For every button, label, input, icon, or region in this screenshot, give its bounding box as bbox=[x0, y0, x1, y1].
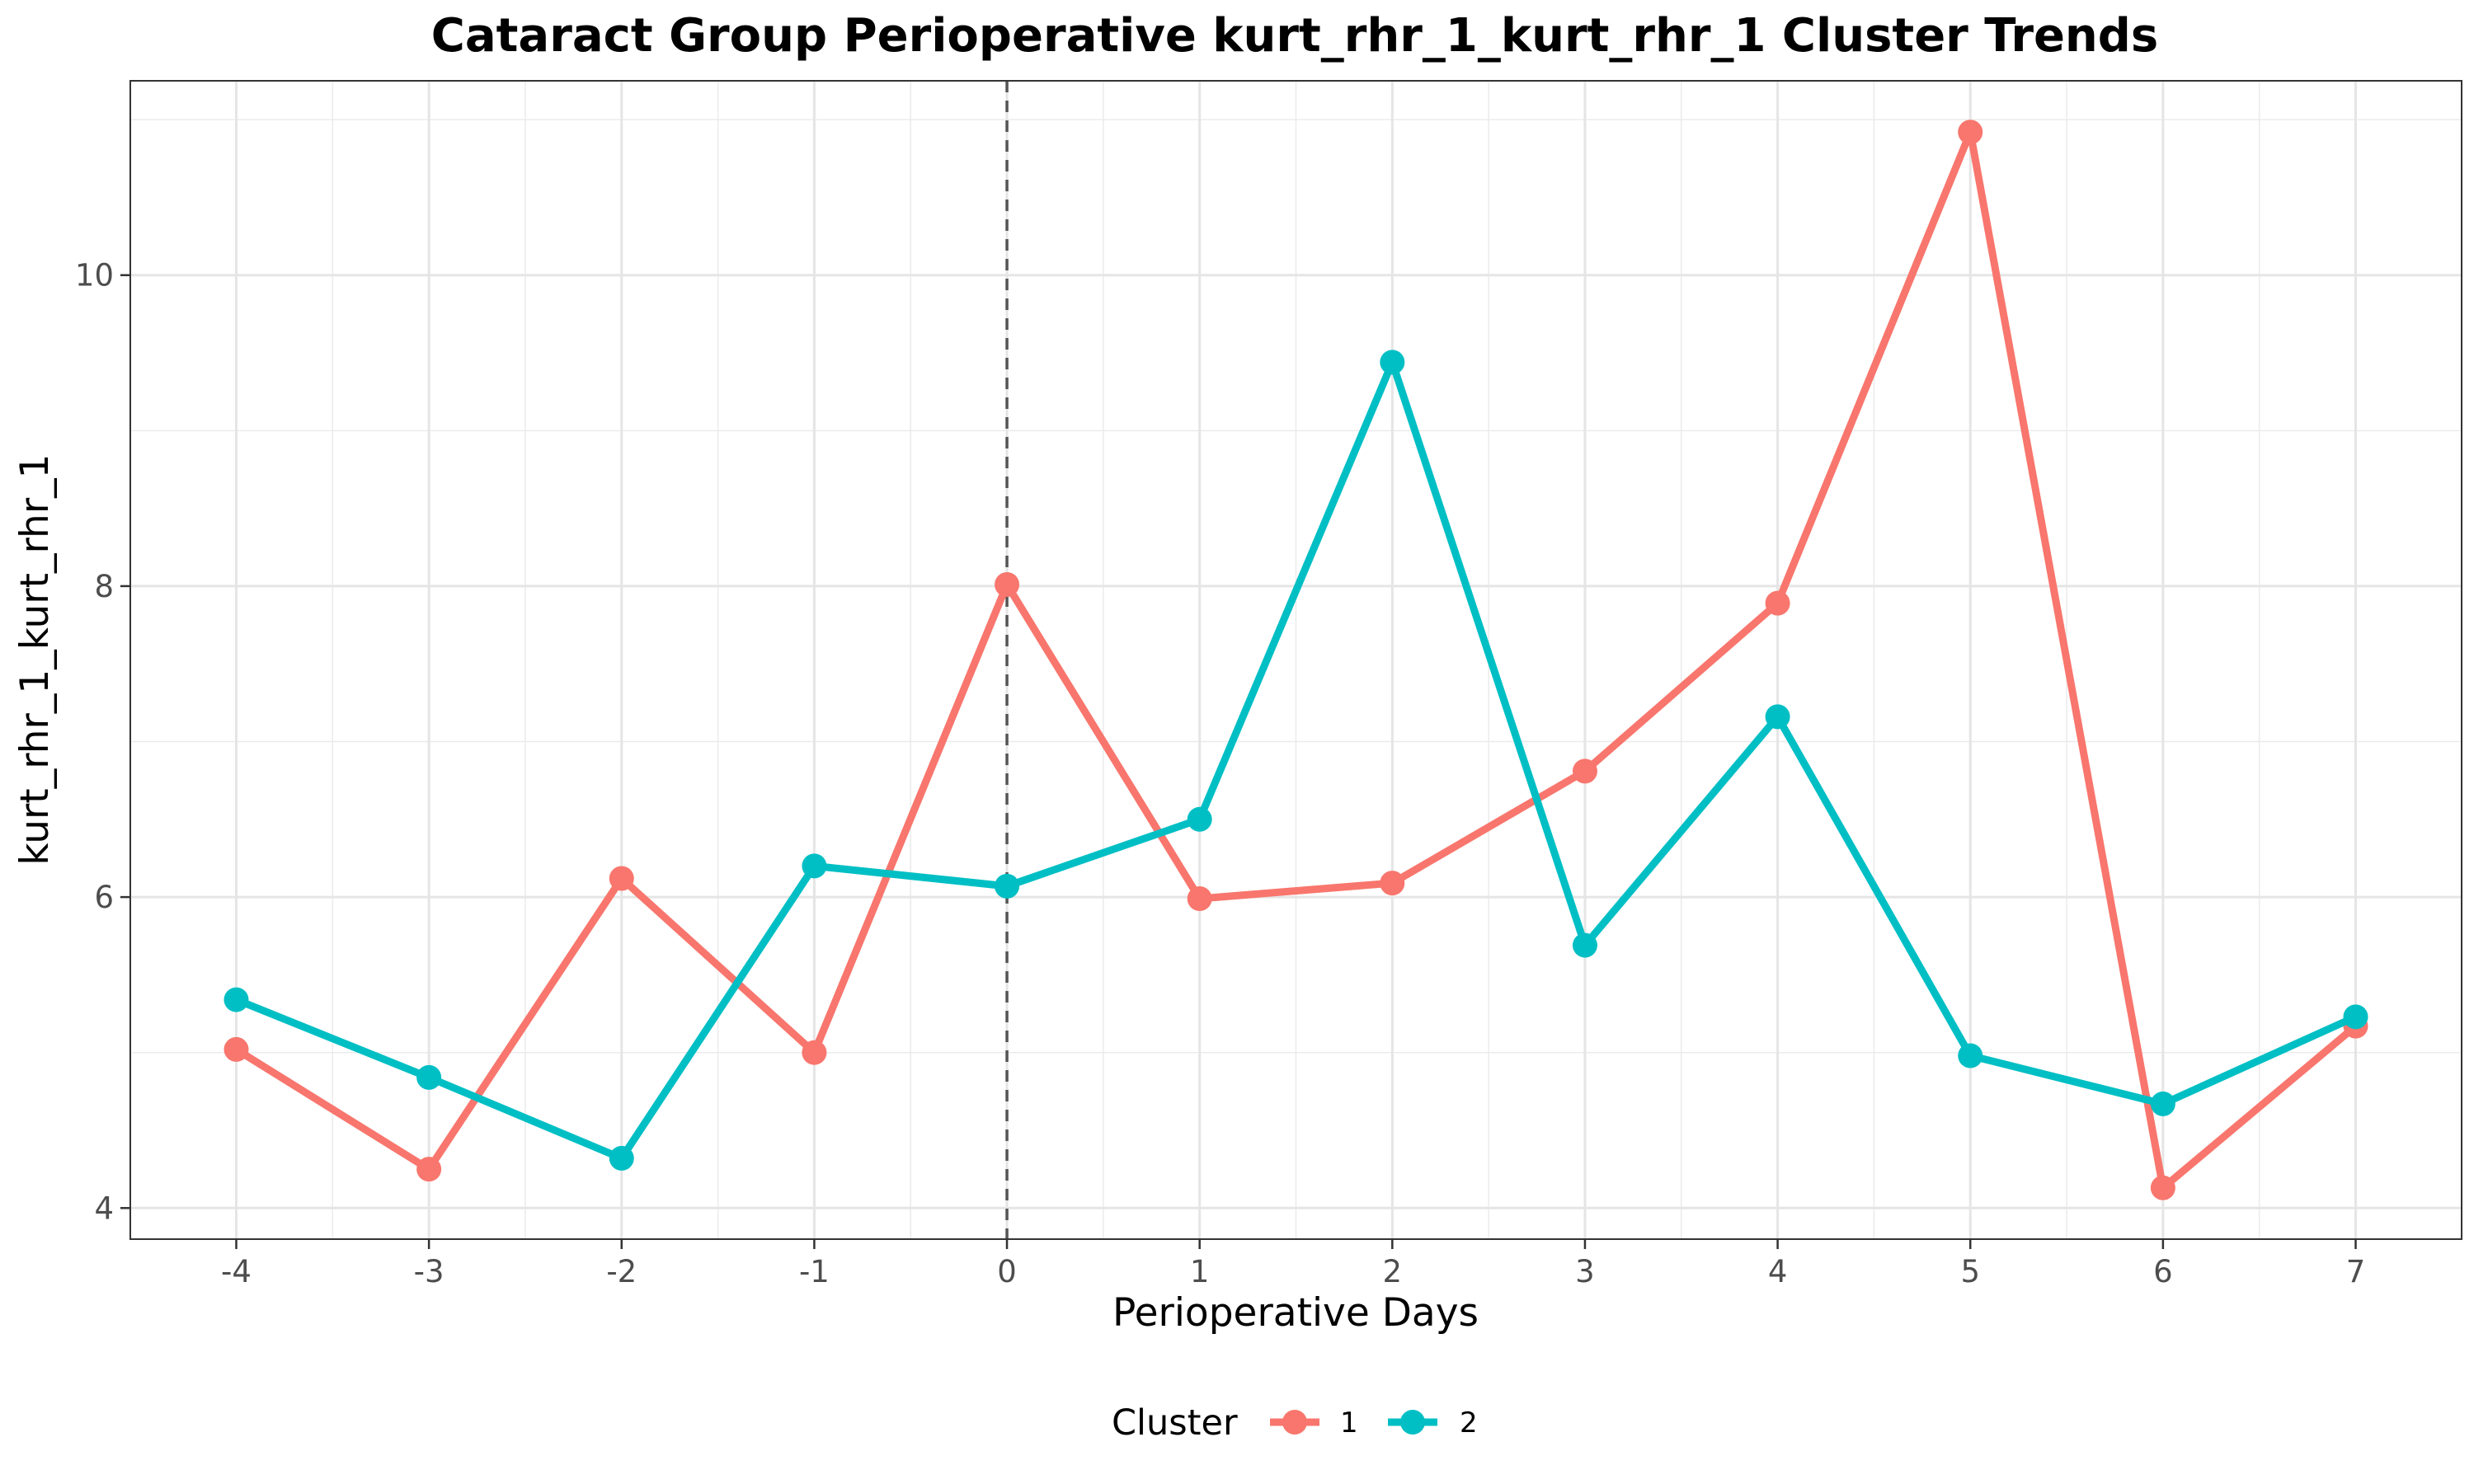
data-point-cluster-2 bbox=[609, 1145, 634, 1171]
x-tick-label: 0 bbox=[997, 1254, 1017, 1289]
x-tick-label: 1 bbox=[1190, 1254, 1210, 1289]
data-point-cluster-1 bbox=[1572, 758, 1597, 784]
data-point-cluster-1 bbox=[2150, 1175, 2175, 1200]
x-tick-label: 3 bbox=[1575, 1254, 1595, 1289]
data-point-cluster-1 bbox=[1958, 120, 1983, 145]
x-axis-title: Perioperative Days bbox=[1112, 1290, 1479, 1336]
x-tick-label: 7 bbox=[2346, 1254, 2366, 1289]
data-point-cluster-2 bbox=[802, 853, 827, 879]
data-point-cluster-2 bbox=[1572, 932, 1597, 958]
data-point-cluster-2 bbox=[2150, 1091, 2175, 1116]
data-point-cluster-2 bbox=[995, 873, 1020, 899]
legend: Cluster 1 2 bbox=[1112, 1402, 1478, 1444]
data-point-cluster-1 bbox=[416, 1157, 442, 1182]
legend-label-cluster-1: 1 bbox=[1340, 1407, 1358, 1439]
y-tick-label: 6 bbox=[94, 880, 114, 915]
data-point-cluster-1 bbox=[995, 572, 1020, 598]
y-tick-label: 8 bbox=[94, 569, 114, 604]
y-tick-label: 10 bbox=[75, 258, 114, 294]
data-point-cluster-2 bbox=[1380, 350, 1405, 375]
legend-key-cluster-1 bbox=[1270, 1410, 1319, 1435]
data-point-cluster-1 bbox=[1380, 871, 1405, 896]
data-point-cluster-1 bbox=[802, 1040, 827, 1065]
x-axis: -4 -3 -2 -1 0 1 2 3 4 5 6 7 bbox=[221, 1239, 2365, 1289]
data-point-cluster-1 bbox=[1765, 590, 1790, 616]
data-point-cluster-1 bbox=[1187, 885, 1212, 911]
series-line-cluster-2 bbox=[234, 358, 2358, 1162]
x-tick-label: -3 bbox=[414, 1254, 444, 1289]
data-point-cluster-1 bbox=[609, 866, 634, 891]
data-point-cluster-1 bbox=[223, 1036, 249, 1062]
data-point-cluster-2 bbox=[1765, 704, 1790, 730]
legend-key-cluster-2 bbox=[1388, 1410, 1437, 1435]
data-point-cluster-2 bbox=[1958, 1043, 1983, 1068]
legend-label-cluster-2: 2 bbox=[1460, 1407, 1478, 1439]
data-point-cluster-2 bbox=[2343, 1004, 2368, 1030]
series-line-cluster-1 bbox=[234, 128, 2359, 1192]
y-axis-title: kurt_rhr_1_kurt_rhr_1 bbox=[12, 453, 58, 865]
x-tick-label: 5 bbox=[1960, 1254, 1980, 1289]
y-axis: 4 6 8 10 bbox=[75, 258, 130, 1226]
data-point-cluster-2 bbox=[223, 987, 249, 1012]
chart-title: Cataract Group Perioperative kurt_rhr_1_… bbox=[431, 9, 2158, 63]
y-tick-label: 4 bbox=[94, 1190, 114, 1226]
series-cluster-2 bbox=[223, 350, 2368, 1171]
plot-border bbox=[129, 80, 2462, 1240]
series-cluster-1 bbox=[223, 120, 2368, 1200]
x-tick-label: -2 bbox=[606, 1254, 637, 1289]
legend-title: Cluster bbox=[1112, 1402, 1238, 1444]
x-tick-label: 6 bbox=[2153, 1254, 2173, 1289]
data-point-cluster-2 bbox=[416, 1064, 442, 1090]
x-tick-label: 4 bbox=[1768, 1254, 1788, 1289]
series-layer bbox=[223, 120, 2368, 1200]
data-point-cluster-2 bbox=[1187, 806, 1212, 832]
x-tick-label: 2 bbox=[1383, 1254, 1403, 1289]
x-tick-label: -1 bbox=[799, 1254, 830, 1289]
x-tick-label: -4 bbox=[221, 1254, 252, 1289]
